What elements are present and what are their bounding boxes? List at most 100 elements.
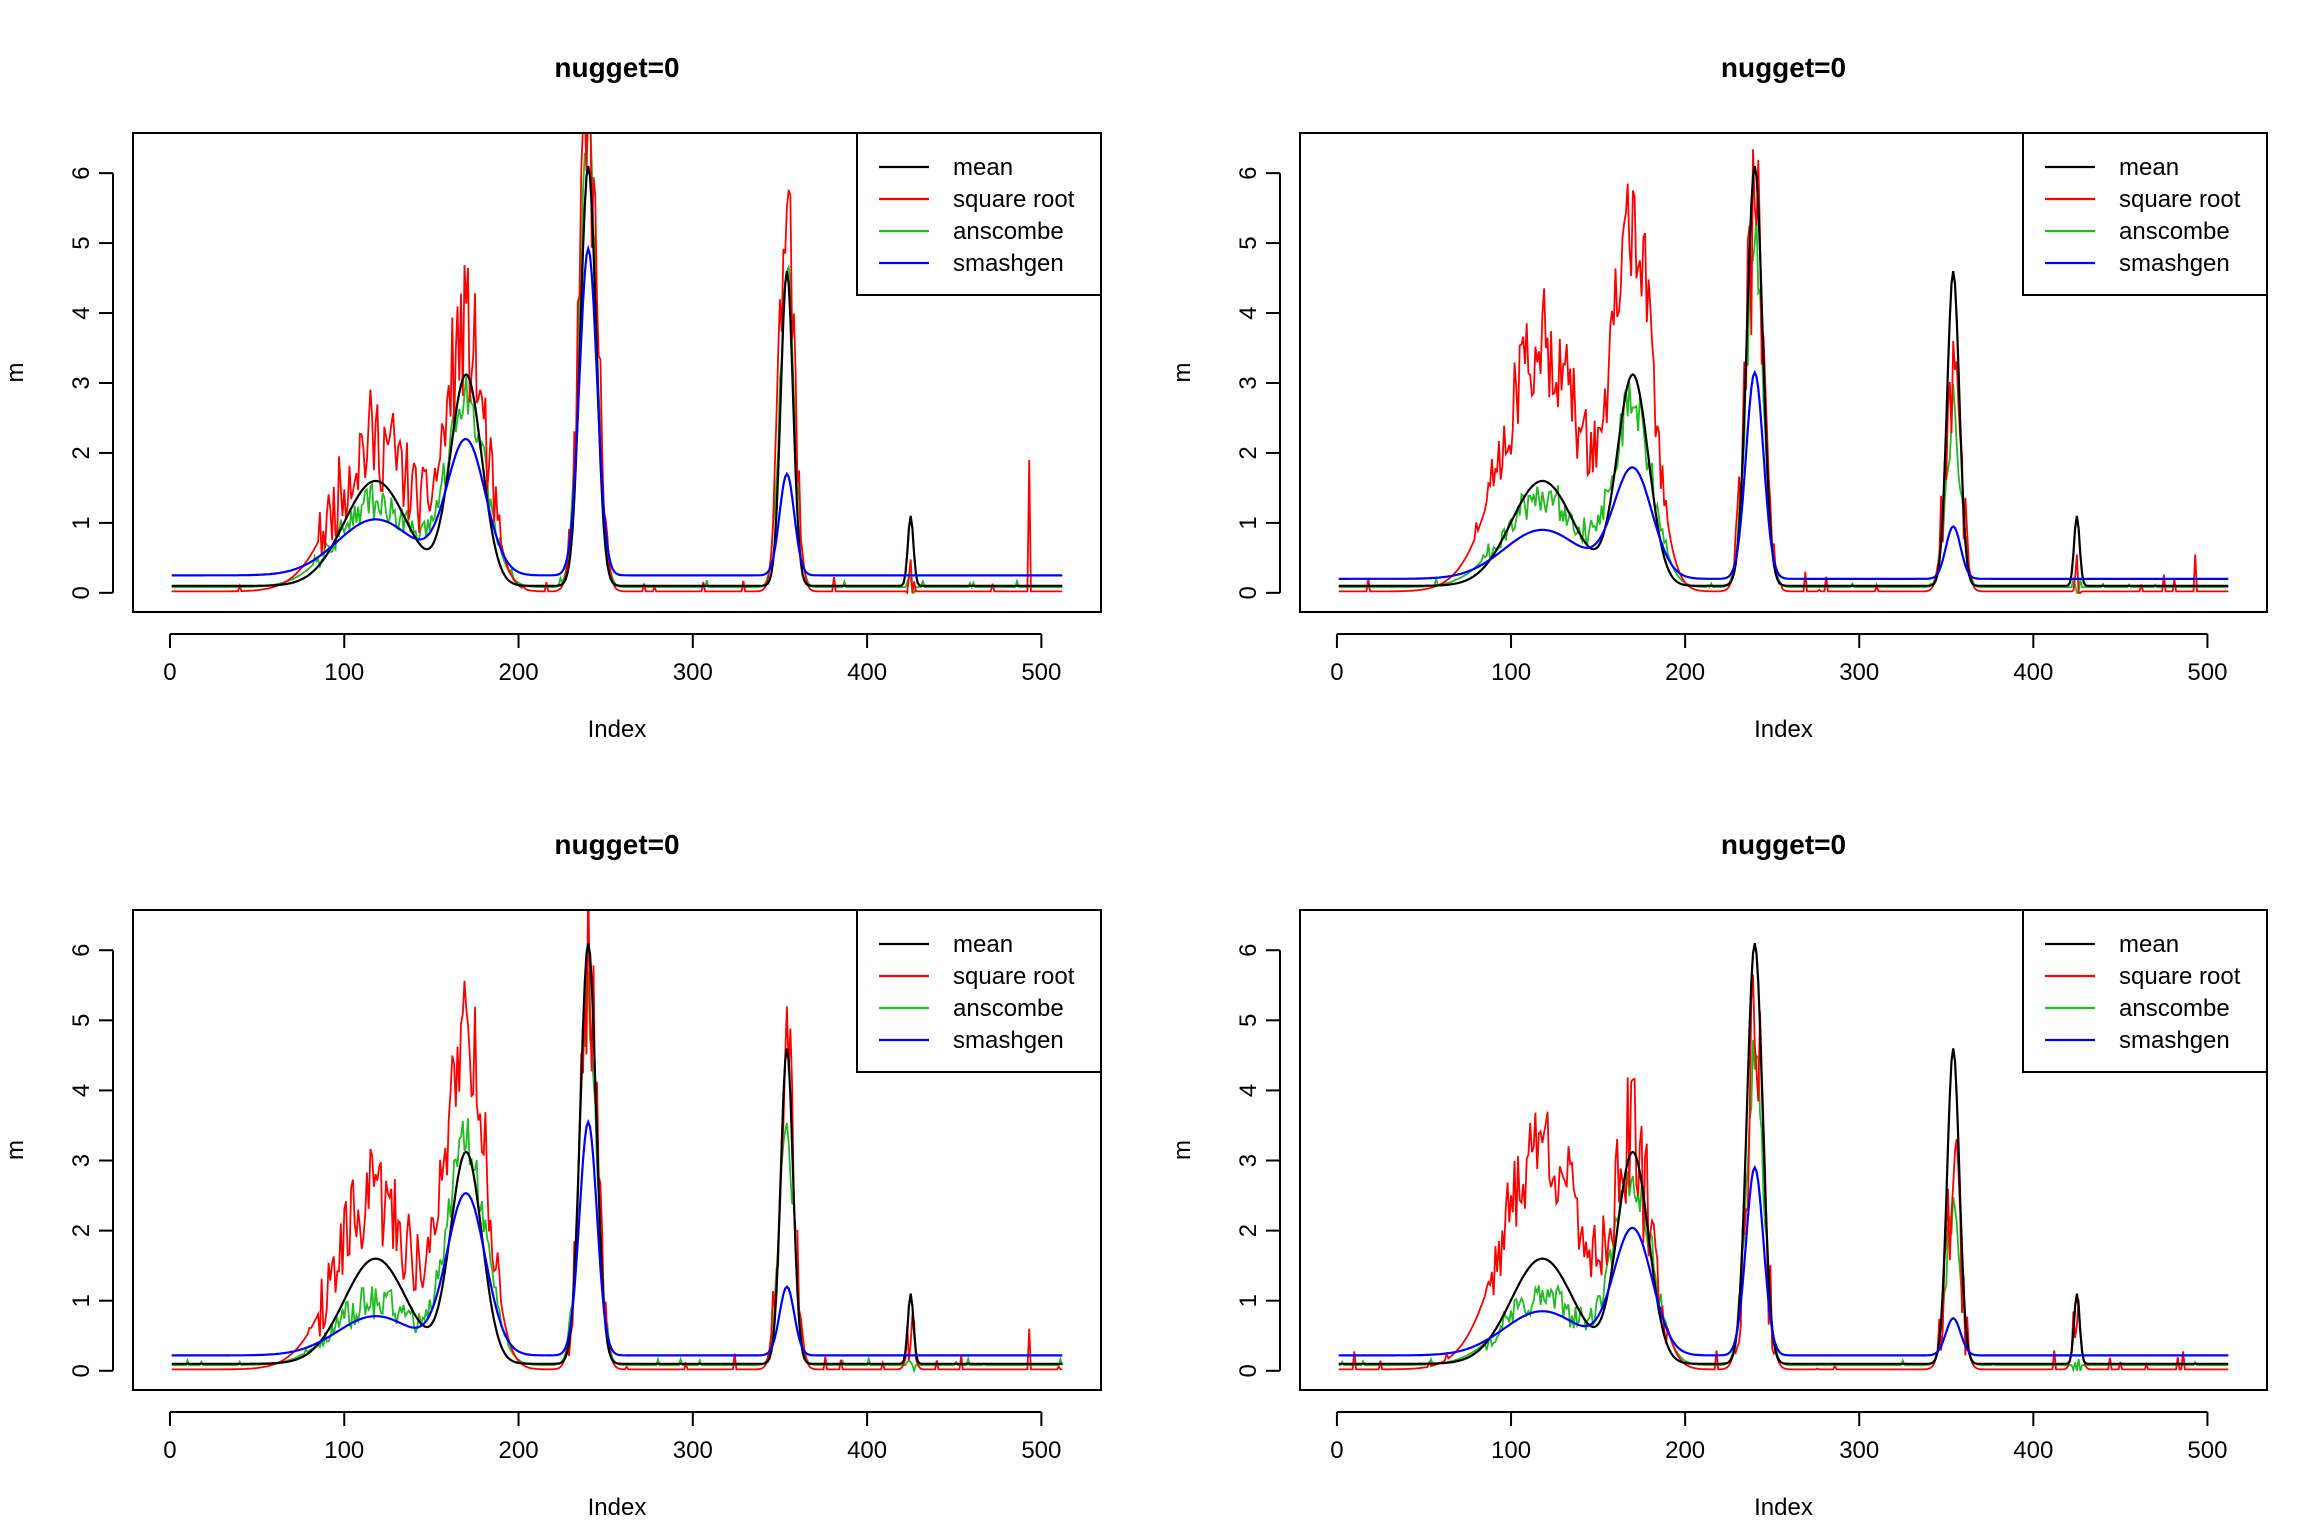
y-tick-label: 3 bbox=[1235, 376, 1262, 389]
y-tick-label: 3 bbox=[1235, 1154, 1262, 1167]
panel-2: nugget=0 0 100 200 300 400 500 Index 0 1 2 3 4 5 6 m mea… bbox=[1169, 52, 2268, 743]
y-tick-label: 5 bbox=[68, 1014, 95, 1027]
series-square-root bbox=[171, 133, 1063, 595]
y-tick-label: 5 bbox=[68, 236, 95, 249]
series-group bbox=[1338, 149, 2229, 594]
legend-entry: square root bbox=[2119, 186, 2241, 213]
y-axis: 0 1 2 3 4 5 6 bbox=[68, 166, 114, 600]
x-tick-label: 100 bbox=[1491, 659, 1531, 686]
y-tick-label: 6 bbox=[68, 944, 95, 957]
panel-title: nugget=0 bbox=[554, 52, 679, 83]
x-tick-label: 200 bbox=[1665, 659, 1705, 686]
y-axis: 0 1 2 3 4 5 6 bbox=[68, 944, 114, 1377]
y-tick-label: 2 bbox=[1235, 446, 1262, 459]
y-tick-label: 0 bbox=[1235, 586, 1262, 599]
x-axis-label: Index bbox=[1754, 1494, 1813, 1521]
panel-title: nugget=0 bbox=[1721, 829, 1846, 860]
x-axis-label: Index bbox=[588, 1494, 647, 1521]
legend-entry: mean bbox=[953, 154, 1013, 181]
plot-frame bbox=[132, 132, 1102, 613]
y-axis-label: m bbox=[1169, 363, 1196, 383]
y-tick-label: 1 bbox=[1235, 516, 1262, 529]
series-mean bbox=[1338, 165, 2229, 587]
x-tick-label: 100 bbox=[324, 1437, 364, 1464]
legend-entry: smashgen bbox=[953, 250, 1064, 277]
legend-entry: smashgen bbox=[2119, 250, 2230, 277]
legend-entry: mean bbox=[2119, 931, 2179, 958]
y-tick-label: 4 bbox=[68, 1084, 95, 1097]
x-tick-label: 200 bbox=[1665, 1437, 1705, 1464]
y-tick-label: 3 bbox=[68, 376, 95, 389]
y-axis-label: m bbox=[2, 363, 29, 383]
x-tick-label: 300 bbox=[673, 659, 713, 686]
series-group bbox=[171, 910, 1064, 1374]
y-axis: 0 1 2 3 4 5 6 bbox=[1235, 944, 1281, 1377]
x-tick-label: 500 bbox=[1021, 1437, 1061, 1464]
plot-frame bbox=[1299, 909, 2268, 1391]
y-tick-label: 0 bbox=[68, 586, 95, 599]
y-tick-label: 0 bbox=[68, 1364, 95, 1377]
y-tick-label: 0 bbox=[1235, 1364, 1262, 1377]
series-mean bbox=[1338, 943, 2229, 1365]
y-tick-label: 5 bbox=[1235, 1014, 1262, 1027]
y-tick-label: 6 bbox=[1235, 166, 1262, 179]
panel-1: nugget=0 0 100 200 300 400 500 Index 0 1 2 3 4 5 6 m mea… bbox=[2, 52, 1102, 743]
x-axis-label: Index bbox=[588, 716, 647, 743]
series-group bbox=[1338, 943, 2229, 1374]
legend-entry: smashgen bbox=[953, 1027, 1064, 1054]
y-tick-label: 1 bbox=[68, 1294, 95, 1307]
y-tick-label: 5 bbox=[1235, 236, 1262, 249]
legend-entry: square root bbox=[2119, 963, 2241, 990]
x-tick-label: 400 bbox=[847, 1437, 887, 1464]
legend: mean square root anscombe smashgen bbox=[856, 909, 1102, 1073]
x-tick-label: 0 bbox=[1330, 659, 1343, 686]
legend-entry: anscombe bbox=[2119, 995, 2230, 1022]
x-tick-label: 300 bbox=[1839, 659, 1879, 686]
legend-entry: mean bbox=[2119, 154, 2179, 181]
y-tick-label: 2 bbox=[68, 1224, 95, 1237]
legend-entry: anscombe bbox=[953, 995, 1064, 1022]
series-smashgen bbox=[1338, 369, 2229, 580]
legend-entry: square root bbox=[953, 963, 1075, 990]
legend: mean square root anscombe smashgen bbox=[2022, 132, 2268, 296]
panel-3: nugget=0 0 100 200 300 400 500 Index 0 1 2 3 4 5 6 m mea… bbox=[2, 829, 1102, 1521]
legend-entry: anscombe bbox=[2119, 218, 2230, 245]
x-tick-label: 200 bbox=[499, 659, 539, 686]
x-tick-label: 0 bbox=[163, 1437, 176, 1464]
y-tick-label: 2 bbox=[68, 446, 95, 459]
panel-title: nugget=0 bbox=[554, 829, 679, 860]
x-tick-label: 0 bbox=[1330, 1437, 1343, 1464]
x-tick-label: 500 bbox=[2187, 1437, 2227, 1464]
series-smashgen bbox=[171, 1118, 1063, 1357]
series-square-root bbox=[1338, 149, 2229, 594]
y-tick-label: 2 bbox=[1235, 1224, 1262, 1237]
x-tick-label: 400 bbox=[2013, 1437, 2053, 1464]
y-axis: 0 1 2 3 4 5 6 bbox=[1235, 166, 1281, 600]
series-anscombe bbox=[1338, 1039, 2229, 1374]
series-group bbox=[171, 133, 1063, 595]
legend: mean square root anscombe smashgen bbox=[2022, 909, 2268, 1073]
legend-entry: smashgen bbox=[2119, 1027, 2230, 1054]
x-axis-label: Index bbox=[1754, 716, 1813, 743]
y-tick-label: 6 bbox=[1235, 944, 1262, 957]
x-tick-label: 500 bbox=[1021, 659, 1061, 686]
y-tick-label: 3 bbox=[68, 1154, 95, 1167]
y-tick-label: 6 bbox=[68, 166, 95, 179]
plot-frame bbox=[132, 909, 1102, 1391]
legend-entry: mean bbox=[953, 931, 1013, 958]
legend: mean square root anscombe smashgen bbox=[856, 132, 1102, 296]
panel-4: nugget=0 0 100 200 300 400 500 Index 0 1 2 3 4 5 6 m mea… bbox=[1169, 829, 2268, 1521]
x-tick-label: 400 bbox=[2013, 659, 2053, 686]
plot-frame bbox=[1299, 132, 2268, 613]
x-tick-label: 500 bbox=[2187, 659, 2227, 686]
x-tick-label: 0 bbox=[163, 659, 176, 686]
y-tick-label: 4 bbox=[1235, 306, 1262, 319]
x-tick-label: 300 bbox=[673, 1437, 713, 1464]
y-axis-label: m bbox=[2, 1140, 29, 1160]
series-smashgen bbox=[171, 244, 1063, 577]
y-axis-label: m bbox=[1169, 1140, 1196, 1160]
series-smashgen bbox=[1338, 1164, 2229, 1357]
x-axis: 0 100 200 300 400 500 bbox=[163, 633, 1061, 686]
legend-entry: anscombe bbox=[953, 218, 1064, 245]
